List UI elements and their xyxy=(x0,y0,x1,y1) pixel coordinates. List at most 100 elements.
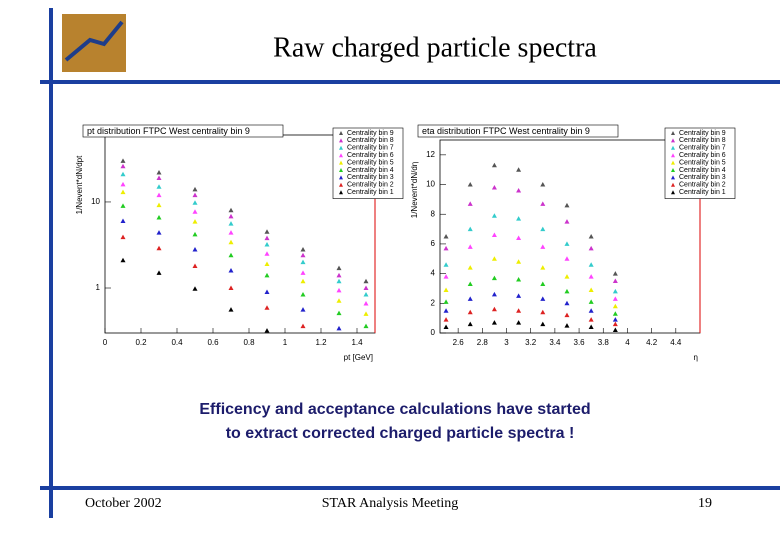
data-point xyxy=(443,262,449,267)
data-point xyxy=(120,163,126,169)
x-tick-label: 0.2 xyxy=(135,338,147,347)
data-point xyxy=(516,259,522,264)
data-point xyxy=(300,252,306,258)
legend-label: Centrality bin 3 xyxy=(679,174,726,181)
x-tick-label: 2.6 xyxy=(453,338,465,347)
data-point xyxy=(540,281,546,287)
data-point xyxy=(443,308,449,313)
legend-label: Centrality bin 5 xyxy=(679,159,726,166)
chart-title: pt distribution FTPC West centrality bin… xyxy=(87,126,250,136)
data-point xyxy=(564,323,570,328)
legend-label: Centrality bin 6 xyxy=(347,152,394,159)
legend-marker xyxy=(339,160,343,165)
data-point xyxy=(588,324,594,330)
data-point xyxy=(564,312,570,318)
data-point xyxy=(516,293,522,298)
data-point xyxy=(443,287,449,292)
data-point xyxy=(516,320,522,325)
legend-marker xyxy=(339,175,343,180)
footer-date: October 2002 xyxy=(85,496,162,511)
legend-marker xyxy=(671,153,675,158)
data-point xyxy=(192,263,198,269)
data-point xyxy=(192,286,198,291)
y-tick-label: 6 xyxy=(431,239,436,248)
data-point xyxy=(612,303,618,309)
data-point xyxy=(156,270,162,275)
data-point xyxy=(564,219,570,224)
data-point xyxy=(363,301,369,306)
plot-area xyxy=(439,139,701,334)
legend-marker xyxy=(339,190,343,195)
data-point xyxy=(156,230,162,235)
data-point xyxy=(336,325,342,331)
data-point xyxy=(300,323,306,329)
legend-marker xyxy=(671,182,675,187)
data-point xyxy=(540,296,546,301)
x-axis-label: pt [GeV] xyxy=(344,353,373,362)
data-point xyxy=(516,216,522,221)
legend-marker xyxy=(339,131,343,135)
data-point xyxy=(192,186,198,192)
slide-title: Raw charged particle spectra xyxy=(273,32,597,63)
legend-marker xyxy=(339,153,343,158)
data-point xyxy=(491,306,497,312)
y-tick-label: 0 xyxy=(431,328,436,337)
data-point xyxy=(491,162,497,168)
data-point xyxy=(264,289,270,294)
data-point xyxy=(120,181,126,187)
legend-marker xyxy=(671,131,675,135)
data-point xyxy=(264,261,270,267)
data-point xyxy=(443,245,449,251)
title-box xyxy=(417,124,619,138)
data-point xyxy=(228,221,234,226)
data-point xyxy=(443,234,449,239)
data-point xyxy=(588,287,594,292)
data-point xyxy=(156,184,162,189)
x-tick-label: 3.6 xyxy=(574,338,586,347)
body-text: Efficency and acceptance calculations ha… xyxy=(199,401,590,418)
data-point xyxy=(300,270,306,275)
legend-label: Centrality bin 9 xyxy=(347,130,394,137)
data-point xyxy=(612,288,618,294)
data-point xyxy=(192,209,198,214)
data-point xyxy=(540,182,546,187)
x-tick-label: 3.4 xyxy=(549,338,561,347)
y-axis-label: 1/Nevent*dN/dpt xyxy=(75,155,84,214)
data-point xyxy=(588,274,594,279)
data-point xyxy=(228,230,234,235)
x-tick-label: 2.8 xyxy=(477,338,489,347)
legend-label: Centrality bin 8 xyxy=(347,137,394,144)
data-point xyxy=(540,309,546,315)
data-point xyxy=(588,234,594,239)
data-point xyxy=(192,192,198,198)
data-point xyxy=(564,288,570,294)
data-point xyxy=(588,308,594,313)
legend-marker xyxy=(339,138,343,143)
data-point xyxy=(612,327,618,333)
y-tick-label: 10 xyxy=(426,180,435,189)
data-point xyxy=(120,189,126,195)
data-point xyxy=(363,285,369,291)
x-tick-label: 0.8 xyxy=(243,338,255,347)
x-tick-label: 4.2 xyxy=(646,338,658,347)
data-point xyxy=(120,158,126,163)
data-point xyxy=(228,252,234,258)
x-tick-label: 1.4 xyxy=(351,338,363,347)
data-point xyxy=(443,317,449,322)
data-point xyxy=(192,247,198,252)
legend-label: Centrality bin 9 xyxy=(679,130,726,137)
data-point xyxy=(264,229,270,234)
data-point xyxy=(264,305,270,310)
legend-label: Centrality bin 6 xyxy=(679,152,726,159)
data-point xyxy=(564,241,570,246)
data-point xyxy=(120,234,126,240)
data-point xyxy=(228,285,234,291)
data-point xyxy=(564,256,570,261)
data-point xyxy=(336,278,342,284)
data-point xyxy=(491,256,497,261)
data-point xyxy=(491,291,497,297)
legend xyxy=(664,127,736,199)
x-tick-label: 0 xyxy=(103,338,108,347)
data-point xyxy=(564,202,570,208)
